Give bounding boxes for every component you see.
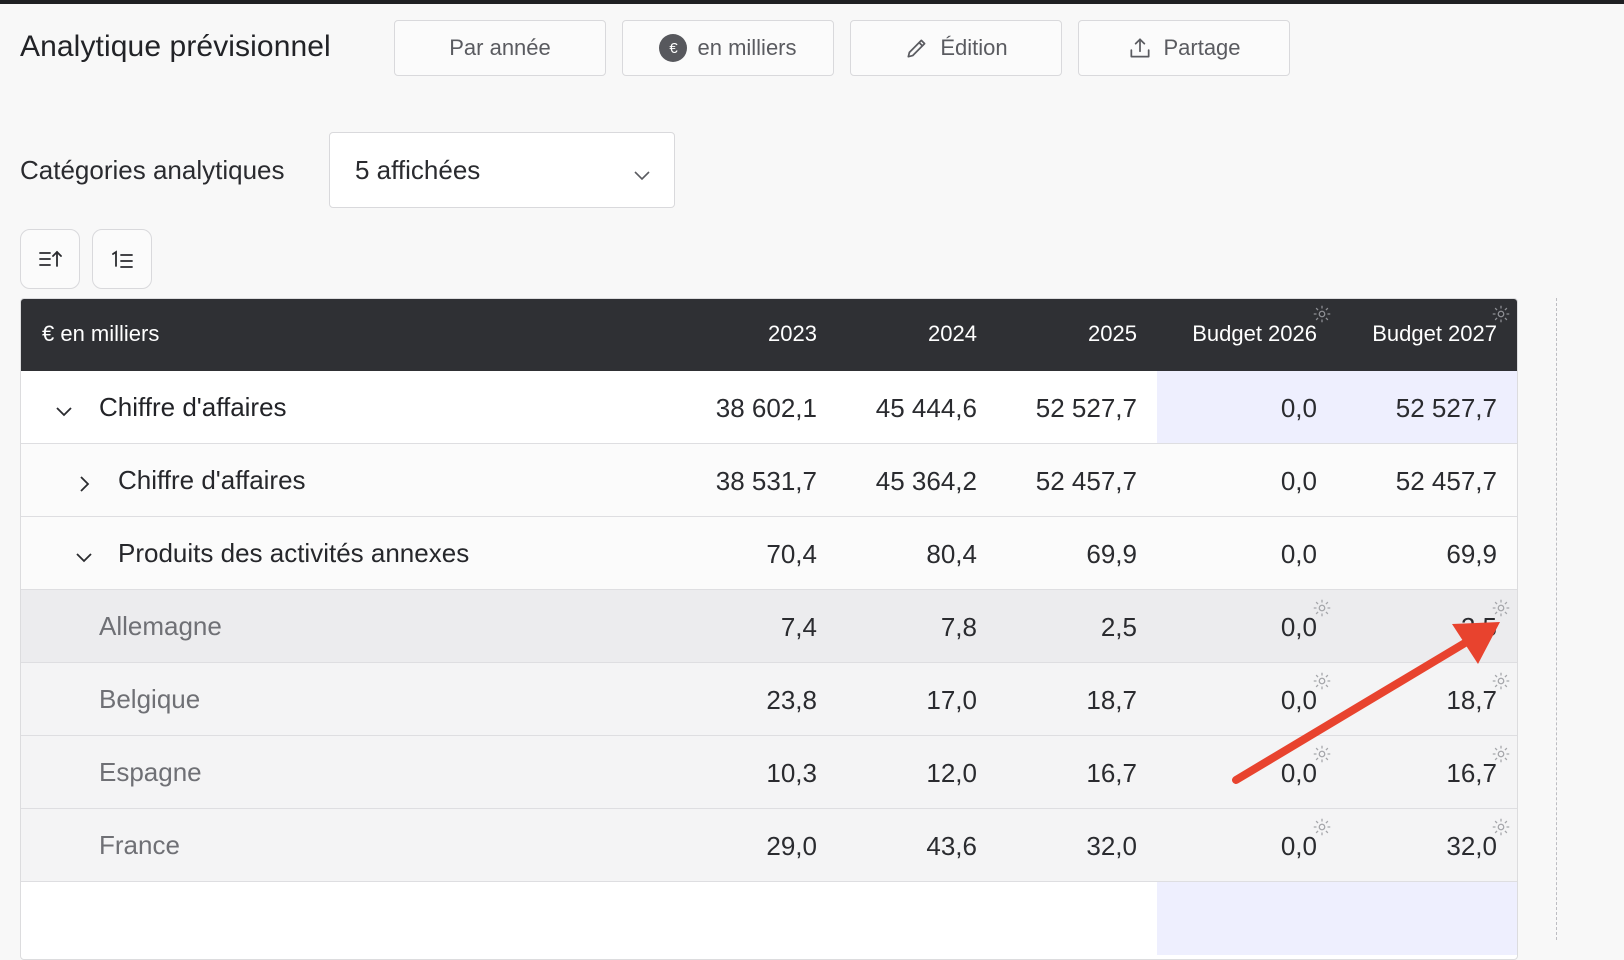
euro-icon: €	[659, 34, 688, 62]
table-row[interactable]: Allemagne 7,4 7,8 2,5 0,0 2,5	[21, 590, 1517, 663]
cell-budget-2026: 0,0	[1280, 466, 1317, 496]
gear-icon[interactable]	[1490, 741, 1512, 763]
cell-2023: 70,4	[766, 539, 817, 569]
cell-2023: 38 531,7	[715, 466, 817, 496]
edit-button[interactable]: Édition	[850, 20, 1062, 76]
period-button[interactable]: Par année	[394, 20, 606, 76]
gear-icon[interactable]	[1490, 303, 1512, 325]
gear-icon[interactable]	[1311, 814, 1333, 836]
gear-icon[interactable]	[1490, 668, 1512, 690]
chevron-right-icon[interactable]	[73, 471, 95, 493]
row-label: Allemagne	[99, 611, 222, 641]
units-button-label: en milliers	[697, 35, 797, 60]
table-row[interactable]: Espagne 10,3 12,0 16,7 0,0 16,7	[21, 736, 1517, 809]
table-row[interactable]	[21, 882, 1517, 955]
cell-2023: 29,0	[766, 831, 817, 861]
gear-icon[interactable]	[1490, 814, 1512, 836]
cell-2025: 69,9	[1086, 539, 1137, 569]
column-header-2023: 2023	[768, 321, 817, 346]
units-button[interactable]: € en milliers	[622, 20, 834, 76]
cell-2024: 45 444,6	[875, 393, 977, 423]
table-header: € en milliers 2023 2024 2025 Budget 2026…	[21, 299, 1517, 371]
categories-select[interactable]: 5 affichées	[329, 132, 675, 208]
chevron-down-icon[interactable]	[73, 544, 95, 566]
unit-header: € en milliers	[42, 321, 160, 346]
numbered-list-button[interactable]	[92, 229, 152, 289]
gear-icon[interactable]	[1311, 303, 1333, 325]
cell-2025: 16,7	[1086, 758, 1137, 788]
row-label: Chiffre d'affaires	[99, 392, 287, 422]
cell-budget-2026[interactable]: 0,0	[1280, 831, 1317, 861]
column-header-budget-2027: Budget 2027	[1372, 321, 1497, 346]
share-button-label: Partage	[1163, 35, 1241, 60]
categories-select-value: 5 affichées	[355, 154, 481, 185]
numbered-list-icon	[112, 250, 133, 268]
chevron-down-icon	[632, 161, 652, 181]
pencil-icon	[904, 35, 930, 61]
row-label: France	[99, 830, 180, 860]
column-header-2025: 2025	[1088, 321, 1137, 346]
cell-2024: 45 364,2	[875, 466, 977, 496]
cell-budget-2027: 69,9	[1446, 539, 1497, 569]
page-title: Analytique prévisionnel	[20, 30, 331, 63]
cell-2025: 52 457,7	[1035, 466, 1137, 496]
budget-highlight	[1157, 882, 1517, 955]
row-label: Chiffre d'affaires	[118, 465, 306, 495]
cell-budget-2027[interactable]: 32,0	[1446, 831, 1497, 861]
cell-budget-2026: 0,0	[1280, 393, 1317, 423]
cell-2023: 7,4	[780, 612, 817, 642]
table-row[interactable]: Belgique 23,8 17,0 18,7 0,0 18,7	[21, 663, 1517, 736]
table-row[interactable]: Chiffre d'affaires 38 602,1 45 444,6 52 …	[21, 371, 1517, 444]
edit-button-label: Édition	[940, 35, 1008, 60]
cell-2024: 7,8	[940, 612, 977, 642]
row-label: Produits des activités annexes	[118, 538, 470, 568]
forecast-table: € en milliers 2023 2024 2025 Budget 2026…	[20, 298, 1518, 960]
cell-2024: 12,0	[926, 758, 977, 788]
gear-icon[interactable]	[1311, 668, 1333, 690]
sort-ascending-icon	[39, 250, 62, 267]
gear-icon[interactable]	[1490, 595, 1512, 617]
column-header-2024: 2024	[928, 321, 977, 346]
cell-2023: 23,8	[766, 685, 817, 715]
share-button[interactable]: Partage	[1078, 20, 1290, 76]
cell-2025: 2,5	[1100, 612, 1137, 642]
panel-edge	[1556, 298, 1558, 940]
cell-budget-2027: 52 457,7	[1395, 466, 1497, 496]
cell-2023: 38 602,1	[715, 393, 817, 423]
gear-icon[interactable]	[1311, 741, 1333, 763]
cell-2024: 17,0	[926, 685, 977, 715]
top-border	[0, 0, 1624, 4]
table-row[interactable]: Chiffre d'affaires 38 531,7 45 364,2 52 …	[21, 444, 1517, 517]
table-row[interactable]: Produits des activités annexes 70,4 80,4…	[21, 517, 1517, 590]
cell-2025: 18,7	[1086, 685, 1137, 715]
budget-highlight	[1157, 371, 1517, 443]
table-row[interactable]: France 29,0 43,6 32,0 0,0 32,0	[21, 809, 1517, 882]
cell-2023: 10,3	[766, 758, 817, 788]
cell-budget-2027: 52 527,7	[1395, 393, 1497, 423]
column-header-budget-2026: Budget 2026	[1192, 321, 1317, 346]
cell-2025: 32,0	[1086, 831, 1137, 861]
share-upload-icon	[1127, 35, 1153, 61]
cell-2024: 43,6	[926, 831, 977, 861]
row-label: Belgique	[99, 684, 201, 714]
cell-2025: 52 527,7	[1035, 393, 1137, 423]
cell-2024: 80,4	[926, 539, 977, 569]
chevron-down-icon[interactable]	[53, 398, 75, 420]
categories-label: Catégories analytiques	[20, 155, 285, 185]
row-label: Espagne	[99, 757, 202, 787]
gear-icon[interactable]	[1311, 595, 1333, 617]
cell-budget-2026: 0,0	[1280, 539, 1317, 569]
sort-ascending-button[interactable]	[20, 229, 80, 289]
period-button-label: Par année	[449, 35, 551, 60]
